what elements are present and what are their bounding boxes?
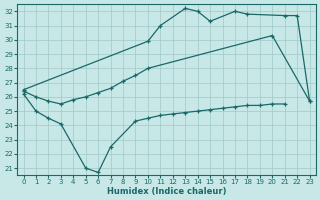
X-axis label: Humidex (Indice chaleur): Humidex (Indice chaleur) [107,187,226,196]
